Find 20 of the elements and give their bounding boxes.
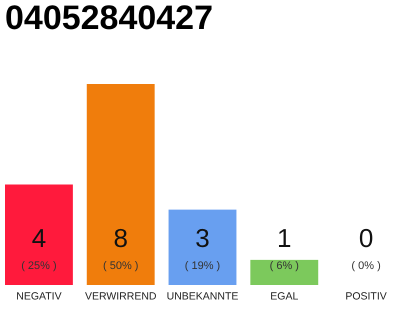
- data-label: 4: [32, 223, 46, 253]
- x-tick-label: EGAL: [270, 290, 298, 302]
- x-tick-label: NEGATIV: [16, 290, 62, 302]
- annotation: ( 19% ): [184, 260, 220, 272]
- x-tick-label: VERWIRREND: [84, 290, 157, 302]
- data-label: 0: [358, 223, 374, 253]
- bar: [168, 210, 236, 285]
- annotation: ( 25% ): [21, 260, 57, 272]
- chart-title: 04052840427: [5, 0, 214, 37]
- annotation: ( 0% ): [351, 260, 381, 272]
- x-tick-label: UNBEKANNTE: [166, 290, 238, 302]
- x-tick-label: POSITIV: [345, 290, 387, 302]
- data-label: 8: [113, 223, 128, 253]
- annotation: ( 50% ): [102, 260, 138, 272]
- data-label: 3: [195, 223, 210, 253]
- data-label: 1: [277, 223, 292, 253]
- annotation: ( 6% ): [270, 260, 299, 272]
- bar: [86, 84, 155, 285]
- bar: [5, 184, 73, 285]
- bar: [250, 260, 318, 285]
